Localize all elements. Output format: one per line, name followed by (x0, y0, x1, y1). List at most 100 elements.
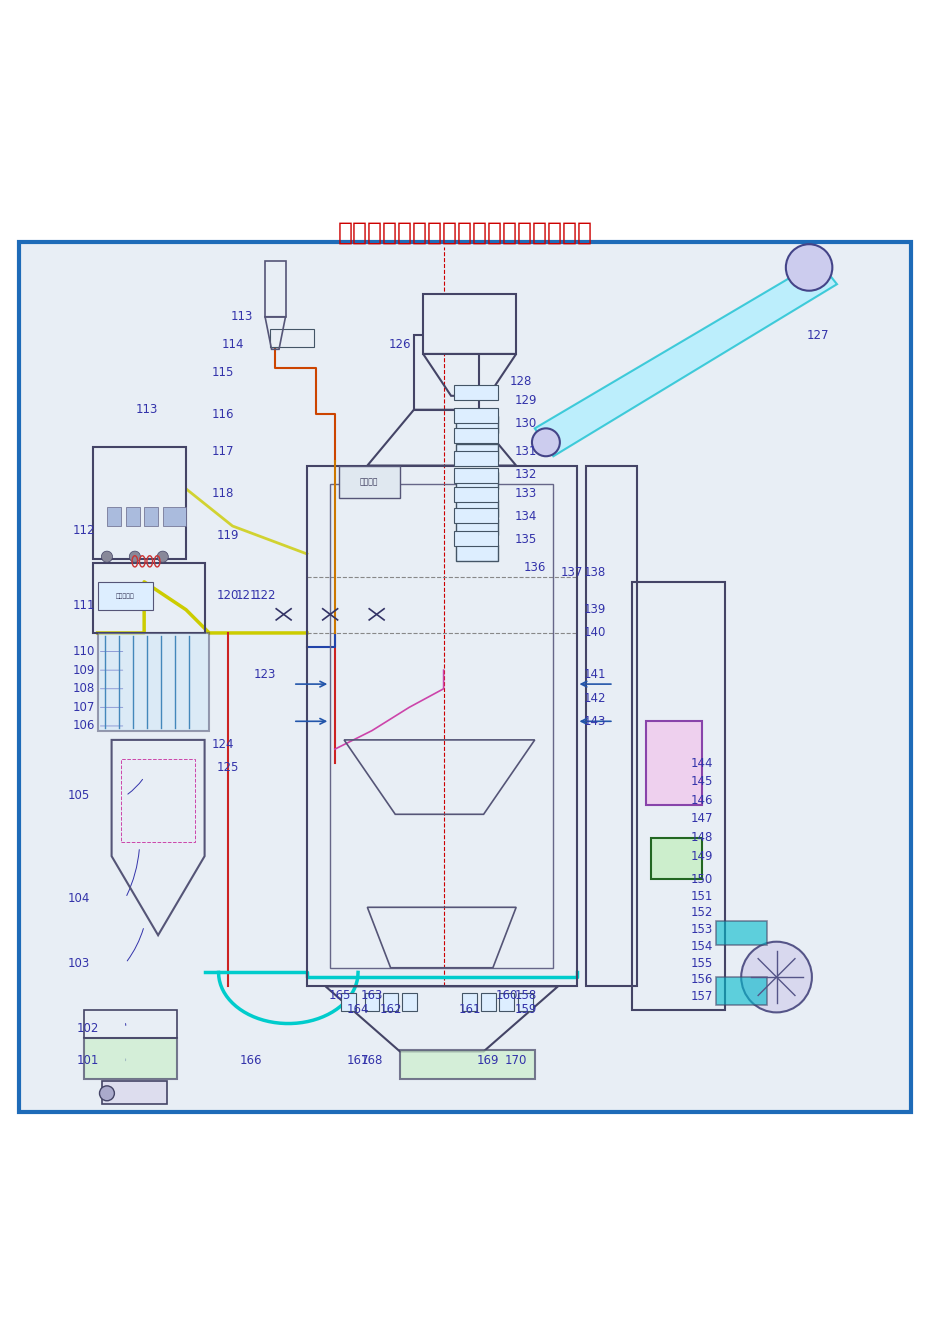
Bar (270, 329, 314, 347)
Text: 167: 167 (347, 1054, 369, 1067)
Bar (98, 582, 153, 610)
Text: 144: 144 (691, 756, 713, 769)
Bar (107, 507, 121, 526)
Bar (646, 721, 702, 805)
Text: 115: 115 (212, 366, 234, 379)
Bar (365, 993, 379, 1012)
Bar (456, 473, 498, 488)
Text: 111: 111 (73, 599, 95, 611)
Text: 113: 113 (231, 310, 253, 323)
Bar (651, 837, 702, 880)
Bar (462, 993, 477, 1012)
Circle shape (101, 551, 113, 562)
Text: 155: 155 (691, 957, 713, 969)
Text: 157: 157 (691, 990, 713, 1004)
Bar (454, 429, 498, 443)
Bar (93, 563, 205, 634)
Bar (93, 447, 186, 559)
Bar (454, 508, 498, 523)
Text: 152: 152 (691, 906, 713, 920)
Bar (144, 507, 158, 526)
Bar (454, 487, 498, 502)
Circle shape (100, 1086, 114, 1101)
Text: 149: 149 (691, 849, 713, 862)
Bar (716, 977, 767, 1005)
Bar (307, 466, 577, 986)
Bar (163, 507, 186, 526)
Text: 113: 113 (136, 403, 158, 417)
Text: 147: 147 (691, 812, 713, 825)
Text: 105: 105 (68, 789, 90, 803)
Text: 139: 139 (584, 603, 606, 616)
Circle shape (532, 429, 560, 457)
Bar (716, 921, 767, 945)
Text: 132: 132 (514, 469, 537, 482)
Text: 146: 146 (691, 793, 713, 807)
Text: 148: 148 (691, 831, 713, 844)
Text: 145: 145 (691, 775, 713, 788)
Text: 170: 170 (505, 1054, 527, 1067)
Bar (632, 582, 725, 1010)
Text: 160: 160 (496, 989, 518, 1002)
Text: 118: 118 (212, 487, 234, 500)
Text: 102: 102 (77, 1022, 100, 1034)
Bar (518, 993, 533, 1012)
Bar (330, 484, 553, 968)
Text: 110: 110 (73, 646, 95, 658)
Bar (98, 634, 209, 731)
Text: 159: 159 (514, 1004, 537, 1016)
Text: 164: 164 (347, 1004, 369, 1016)
Text: 143: 143 (584, 715, 606, 728)
Bar (456, 519, 498, 535)
Circle shape (741, 942, 812, 1013)
Circle shape (129, 551, 140, 562)
Text: 106: 106 (73, 720, 95, 732)
Text: 127: 127 (807, 329, 830, 342)
Bar (454, 469, 498, 483)
Text: 112: 112 (73, 524, 95, 538)
Text: 121: 121 (235, 590, 258, 602)
Bar (586, 466, 637, 986)
Bar (456, 500, 498, 516)
Text: 142: 142 (584, 692, 606, 704)
Text: 117: 117 (212, 445, 234, 458)
Text: 133: 133 (514, 487, 537, 500)
Text: 123: 123 (254, 668, 276, 681)
Bar (84, 1010, 177, 1037)
Bar (414, 335, 479, 410)
Polygon shape (535, 261, 837, 457)
Text: 116: 116 (212, 407, 234, 421)
Bar (383, 993, 398, 1012)
Text: 161: 161 (458, 1004, 481, 1016)
Text: 减压调气: 减压调气 (360, 478, 379, 487)
Text: 103: 103 (68, 957, 90, 969)
Text: 120: 120 (217, 590, 239, 602)
Text: 104: 104 (68, 892, 90, 905)
Text: 151: 151 (691, 889, 713, 902)
Text: 蒸汽发生器: 蒸汽发生器 (116, 592, 135, 599)
Text: 生物质常压固定床型气化炉结构示意图: 生物质常压固定床型气化炉结构示意图 (338, 221, 592, 245)
Text: 162: 162 (379, 1004, 402, 1016)
Text: 109: 109 (73, 664, 95, 676)
Text: 158: 158 (514, 989, 537, 1002)
Bar (400, 1050, 535, 1079)
Bar (481, 993, 496, 1012)
Bar (454, 385, 498, 399)
Text: 101: 101 (77, 1054, 100, 1067)
Text: 126: 126 (389, 338, 411, 351)
Bar (339, 466, 400, 498)
Text: 119: 119 (217, 528, 239, 542)
Text: 129: 129 (514, 394, 537, 407)
Text: 154: 154 (691, 940, 713, 953)
Text: 107: 107 (73, 701, 95, 713)
Text: 156: 156 (691, 973, 713, 986)
Bar (454, 531, 498, 546)
Bar (499, 993, 514, 1012)
Bar (456, 417, 498, 433)
Circle shape (157, 551, 168, 562)
Bar (84, 1037, 177, 1079)
Bar (456, 445, 498, 461)
Text: 169: 169 (477, 1054, 499, 1067)
Text: 130: 130 (514, 417, 537, 430)
Text: 137: 137 (561, 566, 583, 579)
